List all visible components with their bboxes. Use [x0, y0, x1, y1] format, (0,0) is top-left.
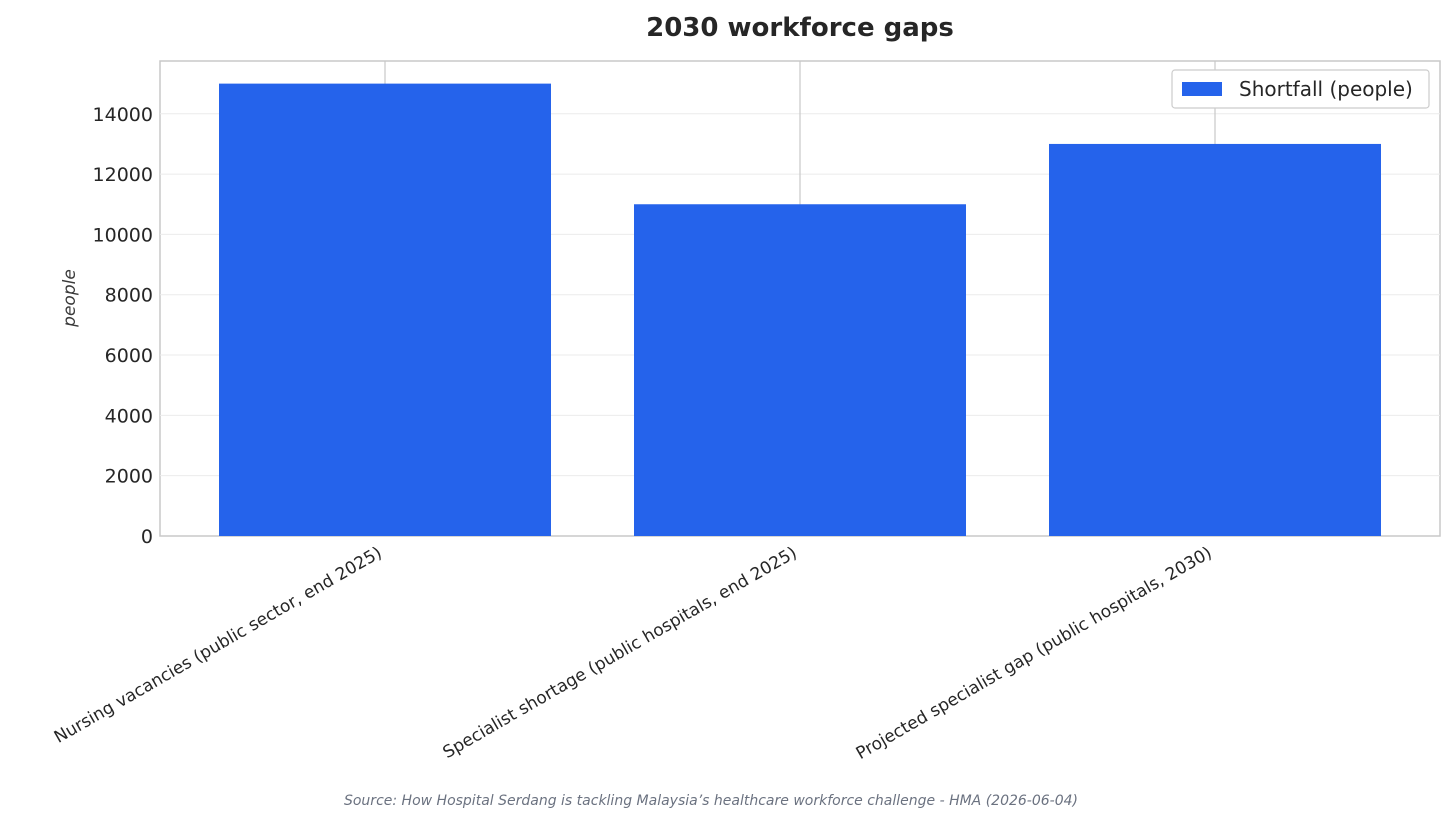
bar	[634, 204, 966, 536]
bars	[219, 83, 1381, 536]
x-axis-category-labels: Nursing vacancies (public sector, end 20…	[51, 543, 1216, 764]
y-tick-label: 0	[141, 526, 153, 548]
x-category-label: Specialist shortage (public hospitals, e…	[440, 543, 801, 763]
y-tick-label: 14000	[93, 104, 153, 126]
source-note: Source: How Hospital Serdang is tackling…	[344, 793, 1078, 809]
y-tick-label: 6000	[105, 345, 153, 367]
legend-swatch	[1182, 82, 1222, 96]
x-category-label: Projected specialist gap (public hospita…	[853, 543, 1216, 764]
legend-box	[1171, 69, 1430, 109]
legend-label: Shortfall (people)	[1239, 77, 1413, 101]
y-tick-label: 2000	[105, 466, 153, 488]
bar	[219, 83, 551, 536]
bar	[1049, 143, 1381, 536]
y-tick-label: 8000	[105, 285, 153, 307]
y-tick-label: 4000	[105, 405, 153, 427]
y-tick-label: 10000	[93, 224, 153, 246]
chart-title: 2030 workforce gaps	[646, 13, 954, 43]
y-axis-ticks: 0 2000 4000 6000 8000 10000 12000 14000	[93, 104, 153, 548]
y-axis-label: people	[60, 269, 80, 328]
y-tick-label: 12000	[93, 164, 153, 186]
legend: Shortfall (people)	[1171, 69, 1430, 109]
x-category-label: Nursing vacancies (public sector, end 20…	[51, 543, 386, 748]
